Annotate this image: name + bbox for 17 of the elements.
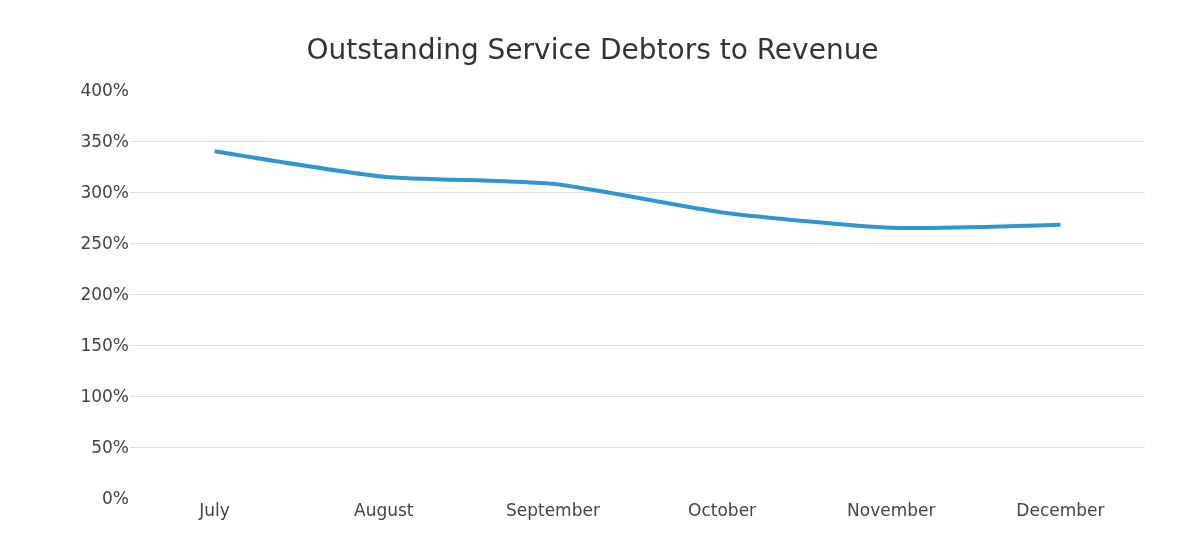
x-tick-label: November <box>847 500 936 520</box>
line-series <box>212 149 1063 230</box>
x-tick-label: December <box>1016 500 1105 520</box>
y-tick-label: 250% <box>80 232 129 253</box>
y-tick-label: 350% <box>80 130 129 151</box>
y-tick-label: 400% <box>80 79 129 100</box>
chart-title: Outstanding Service Debtors to Revenue <box>306 32 879 66</box>
y-tick-label: 100% <box>80 385 129 406</box>
y-tick-label: 0% <box>102 487 129 508</box>
x-tick-label: August <box>354 500 414 520</box>
y-tick-label: 300% <box>80 181 129 202</box>
x-tick-label: July <box>198 500 230 520</box>
y-tick-label: 50% <box>91 436 129 457</box>
y-tick-label: 200% <box>80 283 129 304</box>
y-tick-label: 150% <box>80 334 129 355</box>
x-tick-label: October <box>688 500 757 520</box>
x-tick-label: September <box>505 500 600 520</box>
